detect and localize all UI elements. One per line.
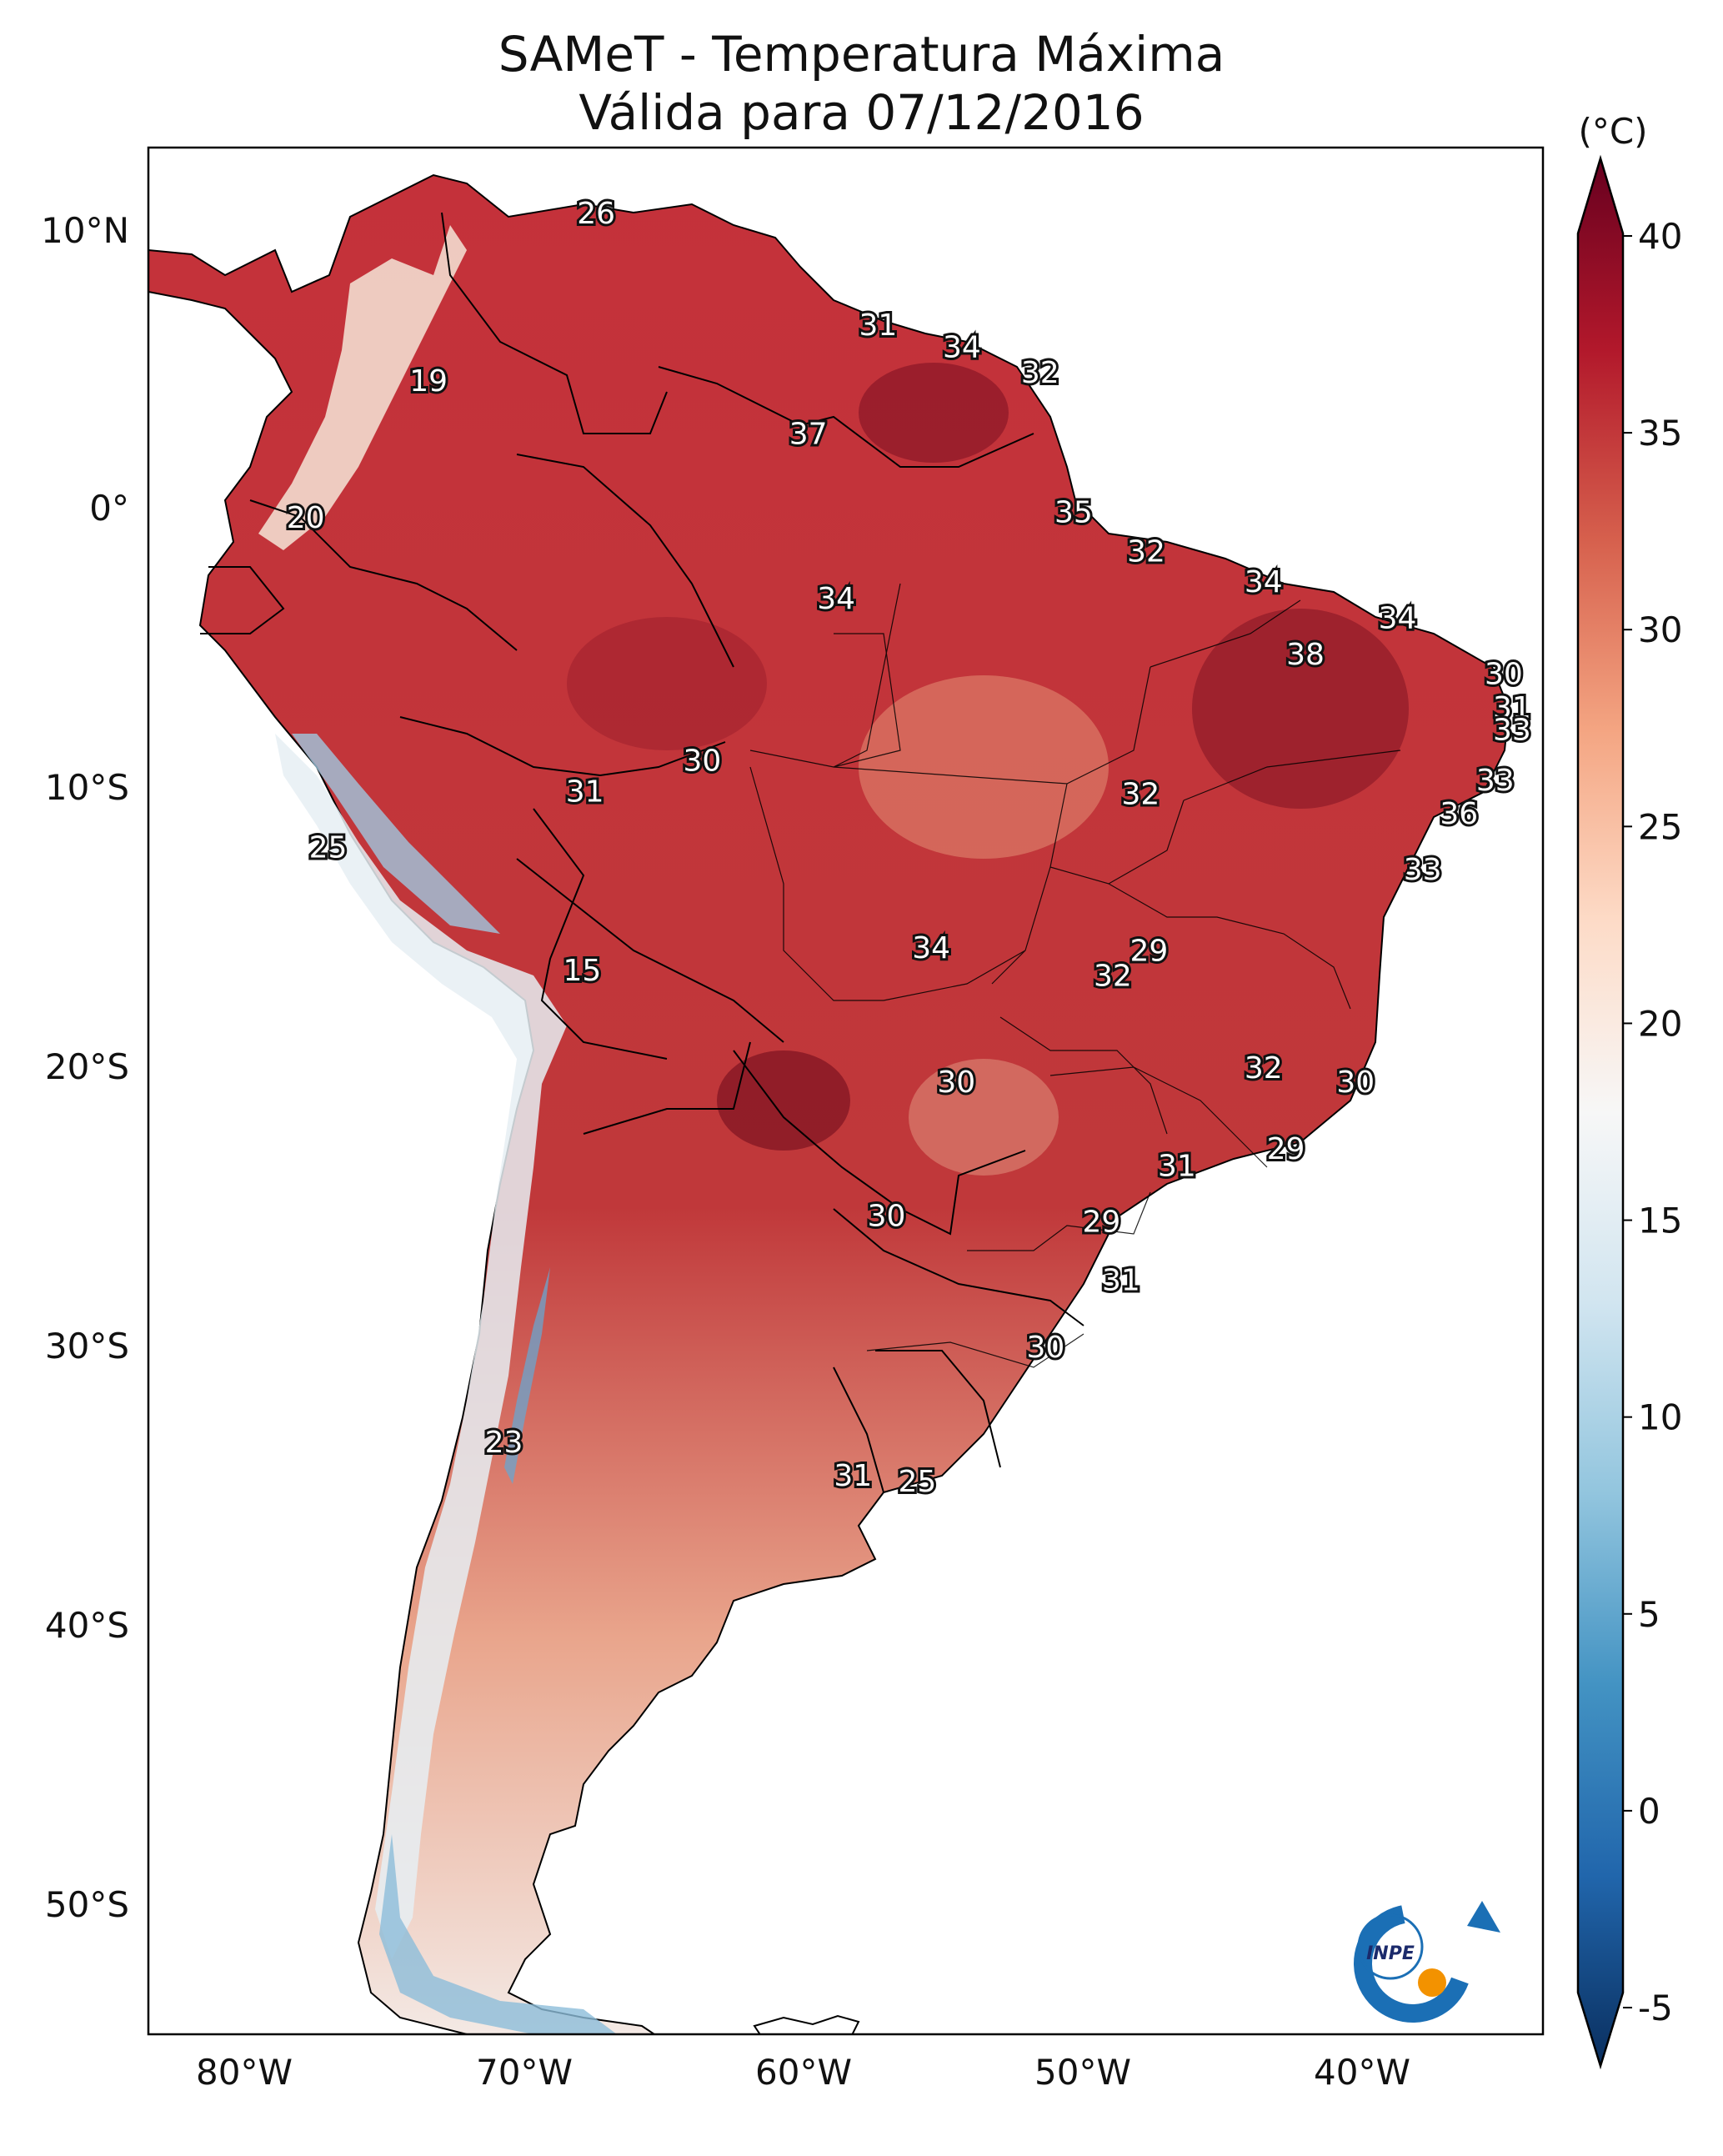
temperature-value-label: 34 bbox=[1245, 565, 1283, 599]
title-line-1: SAMeT - Temperatura Máxima bbox=[498, 26, 1225, 83]
temperature-value-label: 30 bbox=[937, 1065, 975, 1100]
hotspot-amazon bbox=[567, 617, 767, 750]
title-line-2: Válida para 07/12/2016 bbox=[579, 84, 1144, 141]
inpe-logo: INPE bbox=[1354, 1901, 1500, 2023]
temperature-value-label: 33 bbox=[1476, 764, 1515, 798]
lon-tick-label: 50°W bbox=[1034, 2052, 1131, 2093]
hotspot-northeast bbox=[1192, 609, 1409, 809]
temperature-value-label: 30 bbox=[1027, 1331, 1065, 1365]
longitude-axis: 80°W 70°W 60°W 50°W 40°W bbox=[196, 2052, 1410, 2093]
lon-tick-label: 80°W bbox=[196, 2052, 293, 2093]
temperature-value-label: 29 bbox=[1267, 1132, 1305, 1166]
temperature-value-label: 31 bbox=[1158, 1149, 1196, 1183]
temperature-value-label: 15 bbox=[563, 954, 601, 988]
temperature-value-label: 23 bbox=[485, 1426, 523, 1460]
temperature-value-label: 33 bbox=[1493, 714, 1531, 748]
chile-cold-strip bbox=[504, 1267, 550, 1484]
cooler-para bbox=[859, 675, 1109, 859]
colorbar-ticks: 40 35 30 25 20 15 10 5 0 -5 bbox=[1623, 216, 1682, 2028]
temperature-value-label: 32 bbox=[1121, 778, 1160, 812]
temperature-value-label: 30 bbox=[1485, 658, 1523, 692]
colorbar-tick-label: 5 bbox=[1638, 1594, 1660, 1635]
logo-ring bbox=[1354, 1904, 1472, 2023]
patagonia-cold-strip bbox=[379, 1834, 617, 2034]
lat-tick-label: 10°N bbox=[41, 210, 129, 251]
lon-tick-label: 60°W bbox=[755, 2052, 852, 2093]
lat-tick-label: 20°S bbox=[45, 1046, 129, 1087]
temperature-value-label: 26 bbox=[577, 197, 615, 231]
lat-tick-label: 10°S bbox=[45, 767, 129, 808]
colorbar-tick-label: 20 bbox=[1638, 1003, 1682, 1044]
temperature-value-label: 31 bbox=[859, 308, 898, 343]
andes-cold-core bbox=[292, 734, 500, 934]
temperature-value-label: 32 bbox=[1245, 1051, 1283, 1086]
temperature-value-label: 25 bbox=[309, 830, 348, 865]
temperature-value-label: 32 bbox=[1021, 356, 1059, 390]
temperature-value-label: 19 bbox=[409, 364, 448, 399]
colorbar-gradient bbox=[1576, 154, 1625, 2070]
temperature-value-label: 34 bbox=[943, 331, 981, 365]
logo-dot bbox=[1418, 1968, 1446, 1997]
andes-cool-band bbox=[275, 734, 567, 1959]
temperature-value-label: 29 bbox=[1083, 1205, 1121, 1239]
logo-arrow-icon bbox=[1467, 1901, 1500, 1933]
temperature-value-label: 34 bbox=[912, 931, 950, 965]
hotspot-chaco bbox=[717, 1050, 850, 1151]
colombia-andes-cool bbox=[258, 225, 467, 550]
temperature-value-label: 31 bbox=[834, 1459, 872, 1493]
temperature-value-label: 29 bbox=[1129, 934, 1168, 968]
logo-text: INPE bbox=[1366, 1943, 1415, 1964]
lat-tick-label: 50°S bbox=[45, 1884, 129, 1925]
temperature-value-label: 32 bbox=[1127, 534, 1165, 569]
temperature-value-label: 32 bbox=[1094, 959, 1132, 993]
lat-tick-label: 0° bbox=[89, 488, 129, 529]
temperature-value-label: 33 bbox=[1404, 853, 1442, 887]
temperature-value-label: 31 bbox=[1493, 691, 1531, 725]
temperature-value-label: 31 bbox=[1102, 1264, 1140, 1298]
colorbar-tick-label: 40 bbox=[1638, 216, 1682, 257]
colorbar-tick-label: 15 bbox=[1638, 1201, 1682, 1241]
map-title: SAMeT - Temperatura Máxima Válida para 0… bbox=[0, 25, 1723, 142]
hotspot-amapa bbox=[859, 363, 1009, 463]
lon-tick-label: 40°W bbox=[1314, 2052, 1410, 2093]
latitude-axis: 10°N 0° 10°S 20°S 30°S 40°S 50°S bbox=[41, 210, 129, 1925]
lon-tick-label: 70°W bbox=[476, 2052, 573, 2093]
temperature-value-label: 35 bbox=[1054, 495, 1093, 529]
colorbar-unit: (°C) bbox=[1578, 111, 1647, 152]
lat-tick-label: 40°S bbox=[45, 1605, 129, 1646]
state-borders bbox=[749, 583, 1401, 1368]
temperature-value-label: 31 bbox=[566, 775, 604, 809]
temperature-value-label: 30 bbox=[683, 745, 721, 779]
temperature-value-label: 30 bbox=[1336, 1065, 1375, 1100]
country-borders bbox=[200, 212, 1084, 1493]
map-layers bbox=[148, 173, 1510, 2034]
temperature-value-label: 37 bbox=[789, 418, 828, 452]
colorbar-tick-label: 25 bbox=[1638, 806, 1682, 847]
temperature-value-label: 38 bbox=[1286, 638, 1325, 672]
temperature-value-label: 34 bbox=[817, 582, 855, 616]
colorbar-tick-label: 0 bbox=[1638, 1791, 1660, 1832]
temperature-value-label: 34 bbox=[1379, 602, 1417, 636]
colorbar-tick-label: 10 bbox=[1638, 1397, 1682, 1438]
lat-tick-label: 30°S bbox=[45, 1326, 129, 1366]
colorbar-tick-label: 30 bbox=[1638, 609, 1682, 650]
map-border bbox=[147, 146, 1545, 2036]
temperature-value-label: 30 bbox=[868, 1200, 906, 1234]
cooler-mato-grosso-do-sul bbox=[909, 1059, 1059, 1176]
falkland-islands bbox=[753, 2014, 860, 2034]
temperature-value-label: 20 bbox=[287, 501, 325, 535]
colorbar-tick-label: 35 bbox=[1638, 413, 1682, 454]
temperature-value-label: 36 bbox=[1440, 797, 1478, 831]
temperature-value-label: 25 bbox=[898, 1465, 936, 1499]
logo-inner-ring bbox=[1357, 1913, 1424, 1980]
colorbar-tick-label: -5 bbox=[1638, 1988, 1673, 2028]
colorbar: (°C) 40 35 30 25 20 15 10 5 0 -5 bbox=[1576, 111, 1682, 2070]
